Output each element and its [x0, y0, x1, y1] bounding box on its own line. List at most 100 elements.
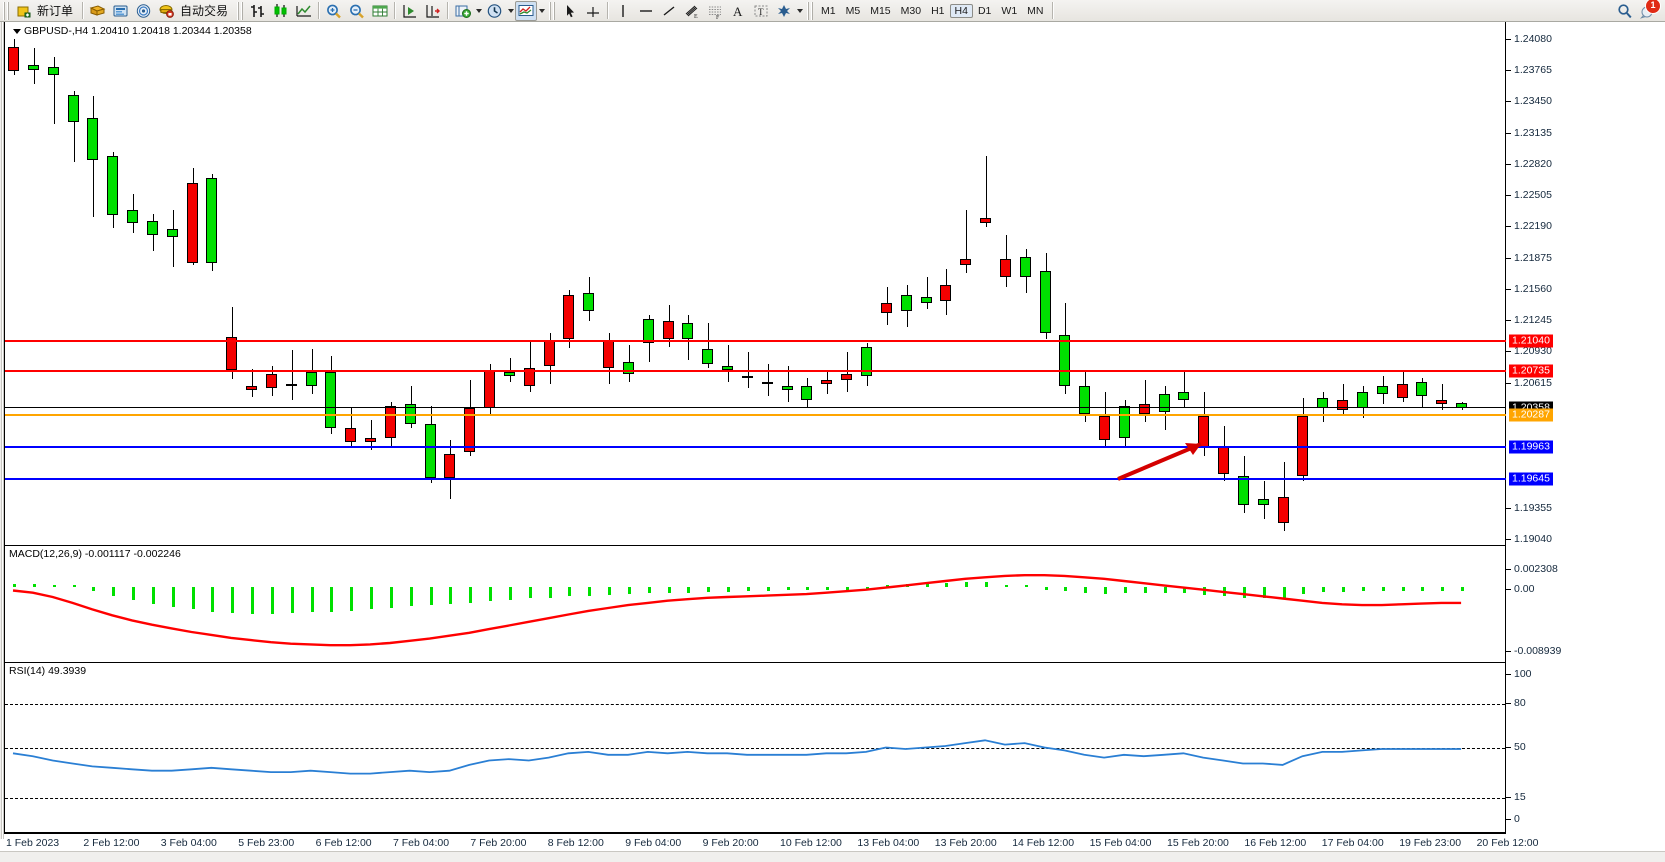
equidistant-channel-icon[interactable]: E — [680, 1, 703, 21]
svg-text:A: A — [733, 4, 743, 19]
macd-histogram-bar — [1263, 586, 1266, 599]
scale-tick — [1506, 101, 1511, 103]
price-tag-resistance-lower[interactable]: 1.20735 — [1509, 364, 1553, 378]
signal-icon[interactable] — [132, 1, 155, 21]
period-icon[interactable] — [483, 1, 506, 21]
price-tick-label: 1.22820 — [1514, 157, 1552, 170]
timeframe-mn[interactable]: MN — [1027, 4, 1044, 17]
horizontal-line-icon[interactable] — [634, 1, 657, 21]
macd-histogram-bar — [410, 586, 413, 607]
autotrading-label[interactable]: 自动交易 — [180, 4, 229, 18]
zoom-out-icon[interactable] — [345, 1, 368, 21]
price-tag-support-lower[interactable]: 1.19645 — [1509, 472, 1553, 486]
price-tag-support-upper[interactable]: 1.19963 — [1509, 440, 1553, 454]
symbol-header-text: GBPUSD-,H4 1.20410 1.20418 1.20344 1.203… — [24, 25, 252, 37]
macd-histogram-bar — [53, 584, 56, 587]
price-scale[interactable]: 1.24080 1.23765 1.23450 1.23135 1.22820 1.225… — [1506, 22, 1665, 833]
templates-dropdown-caret-icon[interactable] — [537, 1, 546, 21]
scale-tick — [1506, 382, 1511, 384]
candle-body — [385, 406, 396, 438]
timeframe-m15[interactable]: M15 — [870, 4, 891, 17]
price-line-resistance-upper[interactable] — [5, 339, 1507, 342]
candle-body — [1079, 386, 1090, 414]
macd-histogram-bar — [13, 583, 16, 587]
bar-chart-icon[interactable] — [246, 1, 269, 21]
time-axis[interactable]: 1 Feb 2023 2 Feb 12:00 3 Feb 04:00 5 Feb 23… — [4, 833, 1538, 851]
fibonacci-icon[interactable]: F — [703, 1, 726, 21]
macd-histogram-bar — [1461, 586, 1464, 592]
price-tick-label: 1.20930 — [1514, 345, 1552, 358]
timeframe-m30[interactable]: M30 — [900, 4, 922, 17]
terminal-icon[interactable] — [109, 1, 132, 21]
new-order-icon[interactable] — [12, 1, 35, 21]
zoom-in-icon[interactable] — [322, 1, 345, 21]
price-line-current-price[interactable] — [5, 407, 1507, 409]
macd-histogram-bar — [1144, 586, 1147, 594]
symbol-header[interactable]: GBPUSD-,H4 1.20410 1.20418 1.20344 1.203… — [13, 25, 255, 37]
candle-wick — [1184, 370, 1185, 409]
candle-body — [187, 182, 198, 264]
timeframe-h1[interactable]: H1 — [931, 4, 945, 17]
macd-histogram-bar — [231, 586, 234, 614]
toolbar-grip-2[interactable] — [237, 1, 244, 20]
candle-body — [1416, 382, 1427, 397]
crosshair-icon[interactable] — [581, 1, 604, 21]
macd-tick-label: 0.00 — [1514, 583, 1535, 595]
macd-histogram-bar — [1362, 586, 1365, 592]
scale-tick — [1506, 569, 1511, 570]
price-line-support-lower[interactable] — [5, 478, 1507, 480]
price-line-order-level[interactable] — [5, 414, 1507, 417]
search-icon[interactable] — [1613, 1, 1636, 21]
timeframe-m5[interactable]: M5 — [845, 4, 861, 17]
rsi-pane[interactable]: RSI(14) 49.3939 — [4, 662, 1506, 833]
macd-histogram-bar — [826, 586, 829, 590]
price-tag-order-level[interactable]: 1.20287 — [1509, 408, 1553, 422]
timeframe-m1[interactable]: M1 — [821, 4, 836, 17]
chart-menu-caret-icon[interactable] — [13, 28, 21, 34]
timeframe-d1[interactable]: D1 — [977, 4, 992, 17]
text-label-icon[interactable]: T — [749, 1, 772, 21]
price-tick-label: 1.19355 — [1514, 501, 1552, 514]
vertical-line-icon[interactable] — [611, 1, 634, 21]
price-line-support-upper[interactable] — [5, 446, 1507, 449]
candle-wick — [371, 419, 372, 450]
timeframe-h4[interactable]: H4 — [949, 3, 973, 18]
cursor-icon[interactable] — [558, 1, 581, 21]
briefcase-icon[interactable] — [86, 1, 109, 21]
auto-scroll-icon[interactable] — [398, 1, 421, 21]
shapes-dropdown-caret-icon[interactable] — [795, 1, 804, 21]
indicator-dropdown-caret-icon[interactable] — [474, 1, 483, 21]
macd-histogram-bar — [608, 586, 611, 595]
data-window-icon[interactable] — [368, 1, 391, 21]
macd-histogram-bar — [1005, 584, 1008, 587]
scale-tick — [1506, 674, 1511, 675]
toolbar-grip-4[interactable] — [807, 1, 814, 20]
notifications-icon[interactable]: 1 — [1636, 0, 1661, 21]
macd-pane[interactable]: MACD(12,26,9) -0.001117 -0.002246 — [4, 545, 1506, 662]
macd-histogram-bar — [311, 586, 314, 613]
trendline-icon[interactable] — [657, 1, 680, 21]
timeframe-w1[interactable]: W1 — [1001, 4, 1018, 17]
price-tick-label: 1.23450 — [1514, 95, 1552, 108]
candlestick-chart-icon[interactable] — [269, 1, 292, 21]
price-tag-resistance-upper[interactable]: 1.21040 — [1509, 334, 1553, 348]
text-icon[interactable]: A — [726, 1, 749, 21]
templates-icon[interactable] — [515, 0, 538, 21]
macd-histogram-bar — [390, 586, 393, 608]
rsi-level-80 — [5, 704, 1505, 705]
autotrading-icon[interactable] — [155, 1, 178, 21]
price-line-resistance-lower[interactable] — [5, 369, 1507, 372]
candle-body — [1139, 404, 1150, 414]
price-pane[interactable]: GBPUSD-,H4 1.20410 1.20418 1.20344 1.203… — [4, 22, 1507, 545]
macd-histogram-bar — [469, 586, 472, 603]
add-indicator-icon[interactable] — [451, 1, 474, 21]
toolbar-grip-3[interactable] — [549, 1, 556, 20]
candle-body — [940, 284, 951, 301]
period-dropdown-caret-icon[interactable] — [506, 1, 515, 21]
toolbar-grip[interactable] — [3, 1, 9, 20]
chart-shift-icon[interactable] — [421, 1, 444, 21]
shapes-icon[interactable] — [772, 1, 795, 21]
new-order-label[interactable]: 新订单 — [37, 4, 74, 18]
line-chart-icon[interactable] — [292, 1, 315, 21]
macd-histogram-bar — [1302, 586, 1305, 595]
